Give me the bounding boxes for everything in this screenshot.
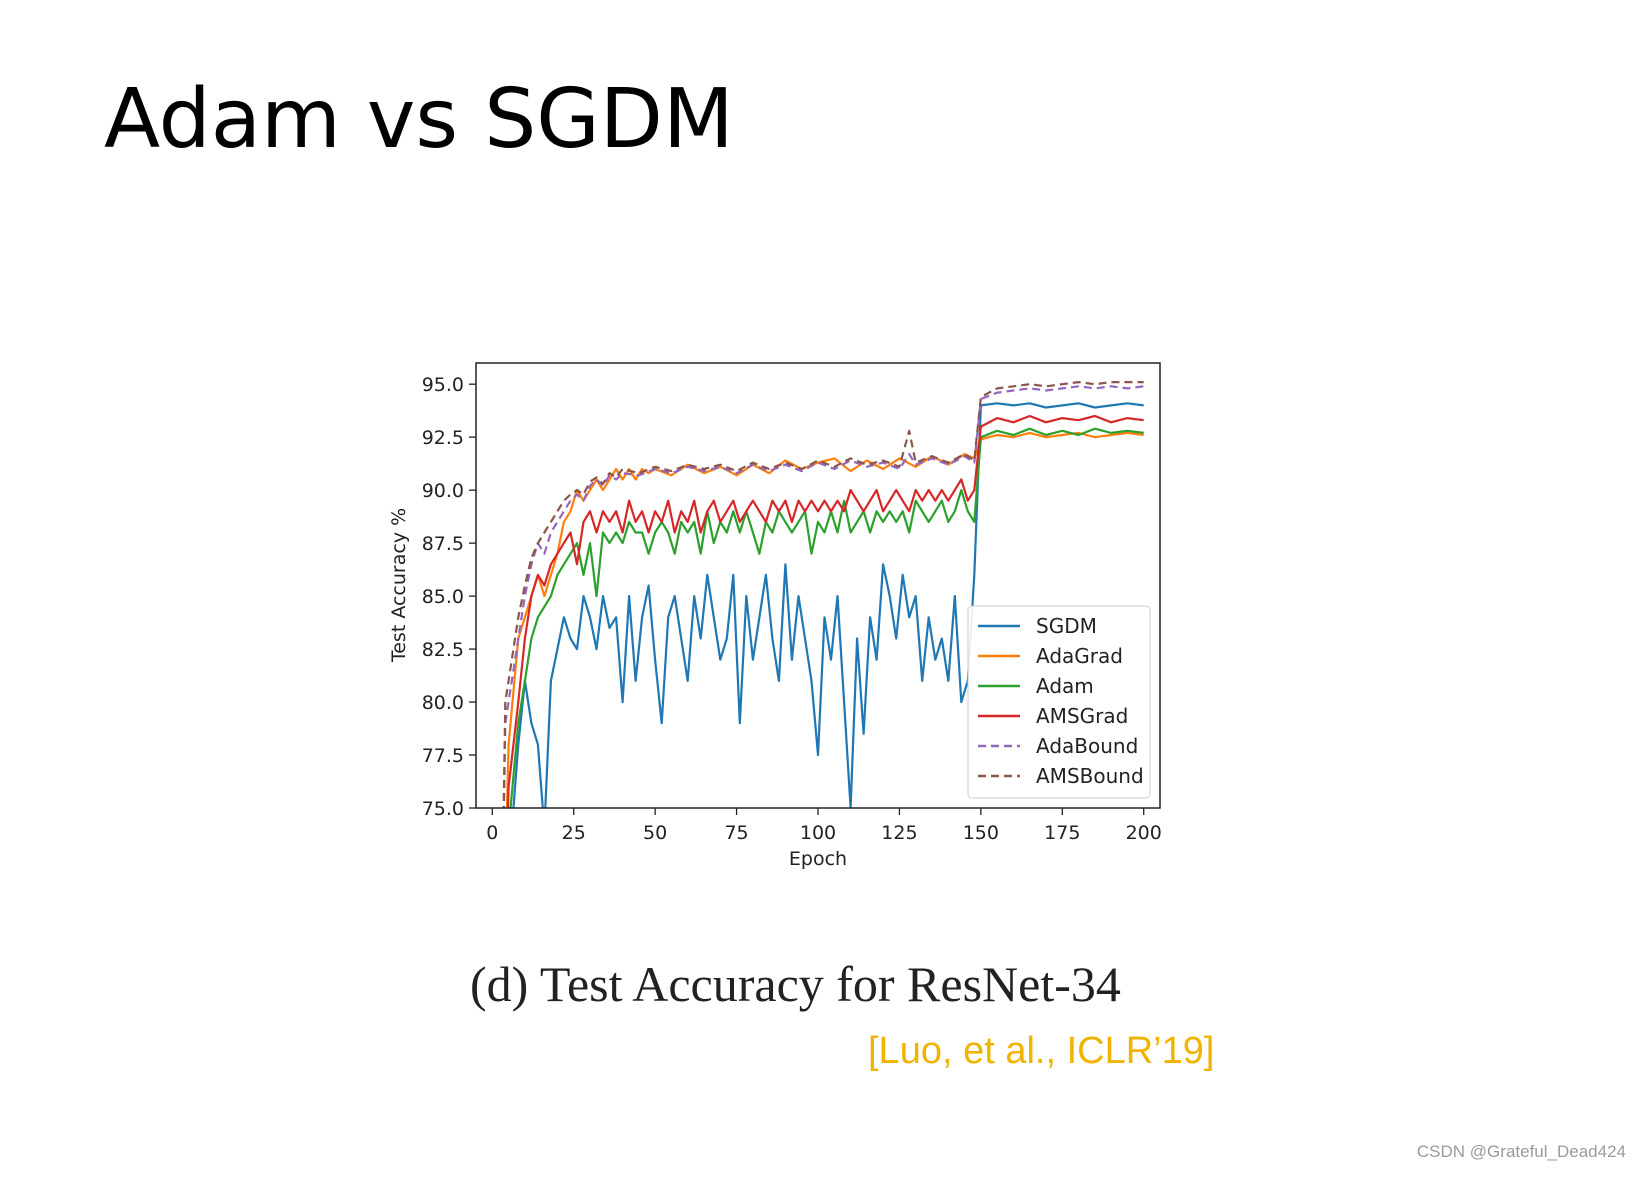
test-accuracy-chart: 0 25 50 75 100 125 150 175 200 75.0 77.5 80.0 82.5 8… bbox=[390, 362, 1162, 870]
legend-label-adam: Adam bbox=[1036, 674, 1094, 698]
legend: SGDM AdaGrad Adam AMSGrad AdaBound AMSBound bbox=[967, 605, 1151, 799]
y-tick-label: 80.0 bbox=[422, 692, 464, 714]
series-line-adam bbox=[509, 427, 1144, 808]
x-tick-label: 150 bbox=[963, 822, 999, 844]
y-tick-label: 90.0 bbox=[422, 480, 464, 502]
x-tick-label: 0 bbox=[486, 822, 498, 844]
legend-label-adabound: AdaBound bbox=[1036, 734, 1138, 758]
x-axis-title: Epoch bbox=[789, 848, 847, 870]
series-line-adabound bbox=[502, 385, 1144, 808]
legend-label-adagrad: AdaGrad bbox=[1036, 644, 1123, 668]
legend-box bbox=[967, 605, 1151, 799]
x-tick-label: 50 bbox=[643, 822, 667, 844]
watermark: CSDN @Grateful_Dead424 bbox=[1416, 1142, 1626, 1161]
x-tick-label: 75 bbox=[724, 822, 748, 844]
citation: [Luo, et al., ICLR’19] bbox=[868, 1030, 1215, 1072]
legend-label-amsbound: AMSBound bbox=[1036, 764, 1144, 788]
legend-label-amsgrad: AMSGrad bbox=[1036, 704, 1128, 728]
x-tick-label: 25 bbox=[562, 822, 586, 844]
x-tick-label: 100 bbox=[800, 822, 836, 844]
y-tick-label: 92.5 bbox=[422, 427, 464, 449]
series-line-adagrad bbox=[505, 431, 1144, 808]
y-tick-label: 75.0 bbox=[422, 798, 464, 820]
x-tick-label: 175 bbox=[1044, 822, 1080, 844]
legend-label-sgdm: SGDM bbox=[1036, 614, 1097, 638]
slide-title: Adam vs SGDM bbox=[104, 72, 734, 167]
series-line-sgdm bbox=[512, 402, 1144, 808]
y-tick-label: 95.0 bbox=[422, 374, 464, 396]
x-tick-label: 125 bbox=[881, 822, 917, 844]
y-axis-title: Test Accuracy % bbox=[390, 508, 410, 663]
y-tick-label: 85.0 bbox=[422, 586, 464, 608]
y-tick-label: 77.5 bbox=[422, 745, 464, 767]
x-tick-label: 200 bbox=[1126, 822, 1162, 844]
y-tick-label: 82.5 bbox=[422, 639, 464, 661]
series-line-amsbound bbox=[502, 381, 1144, 808]
series-line-amsgrad bbox=[506, 414, 1144, 808]
figure-caption: (d) Test Accuracy for ResNet-34 bbox=[470, 956, 1121, 1012]
y-tick-label: 87.5 bbox=[422, 533, 464, 555]
